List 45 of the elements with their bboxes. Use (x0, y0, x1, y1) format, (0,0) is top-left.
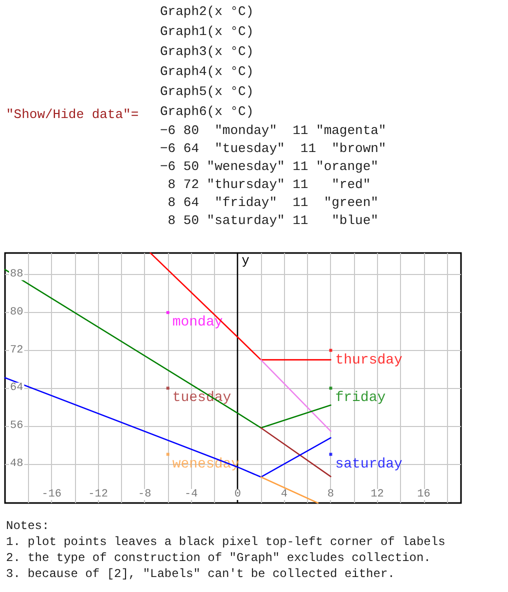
caption: Graph6(x °C) (160, 104, 254, 119)
point (166, 386, 170, 390)
y-tick-label: 48 (10, 458, 24, 470)
text: 8 72 "thursday" 11 "red" (160, 177, 371, 192)
text: 2. the type of construction of "Graph" excludes collection. (6, 551, 431, 565)
y-tick-label: 88 (10, 268, 24, 281)
point (329, 386, 332, 390)
x-tick-label: 4 (280, 488, 288, 500)
x-tick-label: -8 (138, 488, 152, 500)
data-label: monday (172, 314, 223, 331)
x-tick-label: 0 (234, 488, 241, 500)
line-series (4, 377, 332, 478)
text: 8 64 "friday" 11 "green" (160, 195, 378, 210)
caption: Graph4(x °C) (160, 64, 254, 79)
x-tick-label: 16 (417, 488, 430, 500)
x-tick-label: 12 (370, 488, 384, 500)
data-label: thursday (335, 352, 402, 368)
y-tick-label: 80 (10, 306, 24, 319)
text: −6 80 "monday" 11 "magenta" (160, 123, 386, 138)
text: −6 64 "tuesday" 11 "brown" (160, 141, 386, 156)
text: 3. because of [2], "Labels" can't be collected either. (6, 567, 395, 581)
y-tick-label: 64 (10, 382, 24, 394)
x-tick-label: -12 (88, 488, 108, 500)
text: 8 50 "saturday" 11 "blue" (160, 213, 378, 228)
caption: Graph5(x °C) (160, 84, 254, 99)
text: −6 50 "wenesday" 11 "orange" (160, 159, 378, 174)
caption: Graph1(x °C) (160, 24, 254, 39)
data-label: saturday (335, 456, 402, 472)
caption: Graph2(x °C) (160, 4, 254, 19)
text: 1. plot points leaves a black pixel top-left corner of labels (6, 535, 446, 549)
y-tick-label: 72 (10, 344, 24, 356)
y-tick-label: 56 (10, 420, 24, 432)
x-tick-label: 8 (327, 488, 334, 500)
line-series (4, 268, 332, 429)
point (166, 452, 170, 456)
data-label: friday (335, 390, 386, 406)
caption: Graph3(x °C) (160, 44, 254, 59)
point (329, 452, 332, 456)
point (166, 311, 170, 314)
text: Notes: (6, 519, 50, 533)
point (329, 348, 332, 352)
text: "Show/Hide data"= (6, 107, 139, 122)
x-tick-label: -4 (184, 488, 198, 500)
y-axis-title: y (242, 253, 250, 268)
x-tick-label: -16 (42, 488, 62, 500)
